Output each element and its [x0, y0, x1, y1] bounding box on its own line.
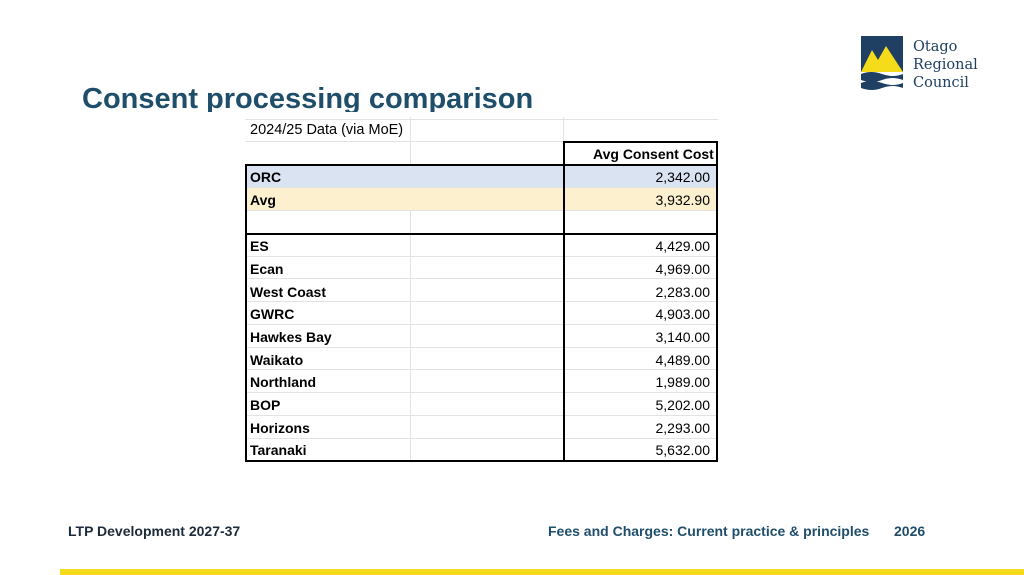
- mountain-river-icon: [861, 36, 903, 90]
- consent-cost-table: 2024/25 Data (via MoE) Avg Consent Cost …: [245, 117, 718, 462]
- footer-accent-bar: [60, 569, 1024, 575]
- logo-line-1: Otago: [913, 39, 958, 55]
- slide-title: Consent processing comparison: [82, 83, 534, 112]
- logo-wordmark: Otago Regional Council: [913, 38, 978, 92]
- footer-year: 2026: [894, 523, 926, 539]
- row-value-es: 4,429.00: [655, 238, 711, 254]
- otago-regional-council-logo: Otago Regional Council: [861, 36, 991, 94]
- row-label-northland: Northland: [250, 374, 317, 390]
- row-label-horizons: Horizons: [250, 420, 310, 436]
- logo-line-2: Regional: [913, 57, 978, 73]
- row-label-gwrc: GWRC: [250, 306, 295, 322]
- row-value-taranaki: 5,632.00: [655, 442, 711, 458]
- footer-section-title: Fees and Charges: Current practice & pri…: [548, 523, 870, 539]
- footer-ltp-label: LTP Development 2027-37: [68, 523, 241, 539]
- data-source-label: 2024/25 Data (via MoE): [250, 122, 404, 138]
- row-value-northland: 1,989.00: [655, 374, 711, 390]
- orc-row-highlight: [247, 166, 716, 187]
- row-value-waikato: 4,489.00: [655, 352, 711, 368]
- logo-line-3: Council: [913, 75, 969, 91]
- column-header-avg-consent-cost: Avg Consent Cost: [593, 146, 714, 162]
- row-value-west-coast: 2,283.00: [655, 284, 711, 300]
- row-value-horizons: 2,293.00: [655, 420, 711, 436]
- row-value-bop: 5,202.00: [655, 397, 711, 413]
- row-value-avg: 3,932.90: [655, 192, 711, 208]
- row-value-orc: 2,342.00: [655, 169, 711, 185]
- row-label-taranaki: Taranaki: [250, 442, 307, 458]
- row-label-orc: ORC: [250, 169, 282, 185]
- row-label-ecan: Ecan: [250, 261, 284, 277]
- row-label-es: ES: [250, 238, 269, 254]
- row-label-west-coast: West Coast: [250, 284, 326, 300]
- row-label-avg: Avg: [250, 192, 276, 208]
- row-value-ecan: 4,969.00: [655, 261, 711, 277]
- row-value-hawkes-bay: 3,140.00: [655, 329, 711, 345]
- row-value-gwrc: 4,903.00: [655, 306, 711, 322]
- row-label-waikato: Waikato: [250, 352, 304, 368]
- row-label-hawkes-bay: Hawkes Bay: [250, 329, 332, 345]
- avg-row-highlight: [247, 188, 716, 210]
- row-label-bop: BOP: [250, 397, 281, 413]
